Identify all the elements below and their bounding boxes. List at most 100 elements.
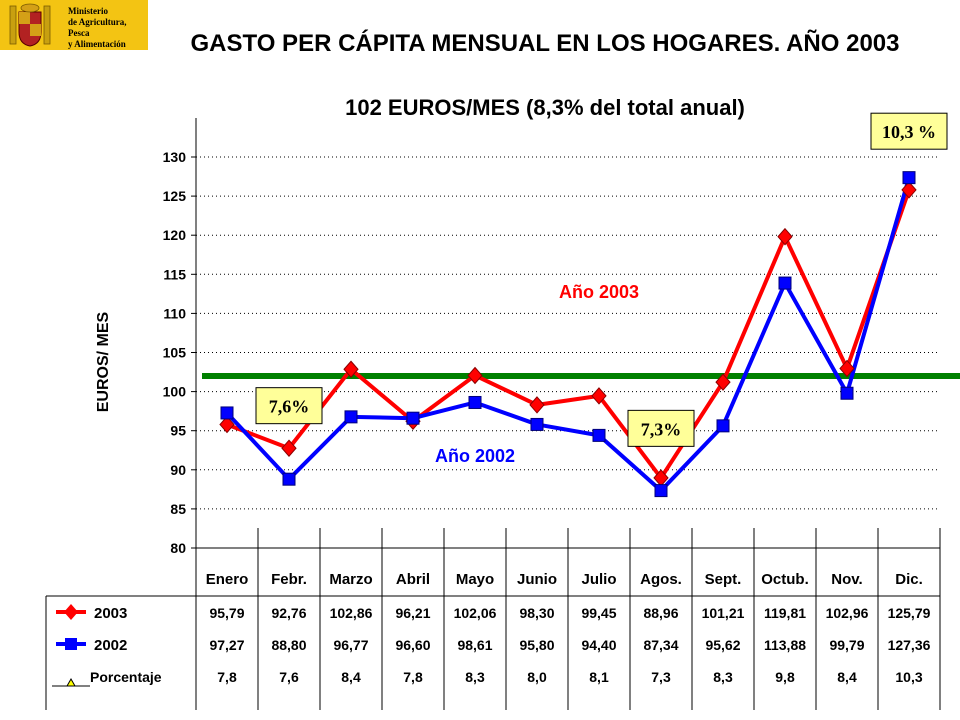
marker-2002 [530,417,544,431]
table-cell: 97,27 [209,637,244,653]
series-annotation: Año 2002 [435,446,515,466]
callout-box [870,112,948,150]
marker-2002 [654,484,668,498]
marker-2002 [468,395,482,409]
table-cell: 119,81 [764,605,806,621]
table-cell: 95,79 [209,605,244,621]
table-cell: 99,45 [581,605,616,621]
marker-2003 [777,227,793,246]
y-tick-label: 95 [170,423,186,439]
legend-marker-porcentaje [66,677,76,687]
y-tick-label: 110 [163,305,186,321]
table-cell: 7,3 [651,669,671,685]
y-tick-label: 120 [163,227,187,243]
table-cell: 87,34 [643,637,678,653]
table-cell: 98,30 [519,605,554,621]
marker-2002 [716,419,730,433]
annotations: Año 2003 Año 2002 7,6% 7,3% 10,3 % [255,112,948,466]
legend-marker-2002 [65,638,77,650]
marker-2003 [467,366,483,385]
series-annotation: Año 2003 [559,282,639,302]
x-category-label: Octub. [761,571,809,588]
legend-label-2003: 2003 [94,605,127,622]
y-tick-label: 130 [163,149,187,165]
page-subtitle: 102 EUROS/MES (8,3% del total anual) [345,95,745,120]
series-line-2002 [225,177,911,493]
callout-label: 10,3 % [882,122,936,142]
marker-2002 [778,276,792,290]
table-cell: 8,3 [465,669,485,685]
y-tick-label: 100 [163,384,187,400]
y-tick-label: 80 [170,540,186,556]
x-category-label: Febr. [271,571,307,588]
table-cell: 96,77 [333,637,368,653]
table-cell: 94,40 [581,637,616,653]
table-cell: 8,0 [527,669,547,685]
y-tick-label: 90 [170,462,186,478]
y-tick-label: 125 [163,188,187,204]
table-cell: 8,1 [589,669,609,685]
legend-marker-2003 [64,604,78,620]
marker-2003 [281,439,297,457]
marker-2002 [282,472,296,486]
data-table: Enero Febr. Marzo Abril Mayo Junio Julio Agos. S… [45,528,941,710]
legend-label-2002: 2002 [94,637,127,654]
table-cell: 8,4 [837,669,857,685]
table-cell: 113,88 [764,637,806,653]
table-cell: 101,21 [702,605,745,621]
marker-2002 [902,171,916,185]
marker-2002 [406,411,420,425]
legend-label-porcentaje: Porcentaje [90,669,162,685]
x-category-label: Sept. [705,571,742,588]
x-category-label: Julio [581,571,616,588]
x-category-label: Enero [206,571,249,588]
table-cell: 88,80 [271,637,306,653]
marker-2002 [220,406,234,420]
table-cell: 99,79 [829,637,864,653]
x-category-label: Agos. [640,571,682,588]
table-cell: 10,3 [895,669,922,685]
x-category-label: Abril [396,571,430,588]
ministry-logo: Ministerio de Agricultura, Pesca y Alime… [0,0,148,50]
y-tick-label: 85 [170,501,186,517]
marker-2003 [219,415,235,434]
table-cell: 127,36 [888,637,931,653]
table-cell: 95,80 [519,637,554,653]
y-tick-label: 115 [163,266,186,282]
marker-2002 [592,428,606,442]
x-category-label: Dic. [895,571,923,588]
marker-2003 [529,396,545,414]
table-cell: 8,3 [713,669,733,685]
table-cell: 96,21 [395,605,430,621]
marker-2003 [343,360,359,378]
table-cell: 8,4 [341,669,361,685]
marker-2002 [344,410,358,424]
x-category-label: Nov. [831,571,862,588]
x-category-label: Marzo [329,571,372,588]
table-cell: 92,76 [271,605,306,621]
table-cell: 95,62 [705,637,740,653]
table-cell: 9,8 [775,669,795,685]
series-markers [219,171,917,498]
x-category-label: Mayo [456,571,494,588]
series-lines [225,177,911,493]
callout-box [627,409,695,447]
marker-2002 [840,386,854,400]
marker-2003 [839,359,855,378]
page-title: GASTO PER CÁPITA MENSUAL EN LOS HOGARES.… [190,30,900,57]
table-cell: 88,96 [643,605,678,621]
marker-2003 [901,181,917,199]
table-cell: 96,60 [395,637,430,653]
table-cell: 7,8 [403,669,423,685]
x-category-label: Junio [517,571,557,588]
table-cell: 125,79 [888,605,931,621]
series-line-2003 [226,189,911,480]
table-cell: 102,06 [454,605,497,621]
marker-2003 [715,373,731,391]
y-axis-label: EUROS/ MES [95,311,112,412]
table-cell: 7,6 [279,669,299,685]
coat-of-arms-icon [9,3,51,47]
ministry-name: Ministerio de Agricultura, Pesca y Alime… [68,6,127,49]
marker-2003 [591,387,607,405]
